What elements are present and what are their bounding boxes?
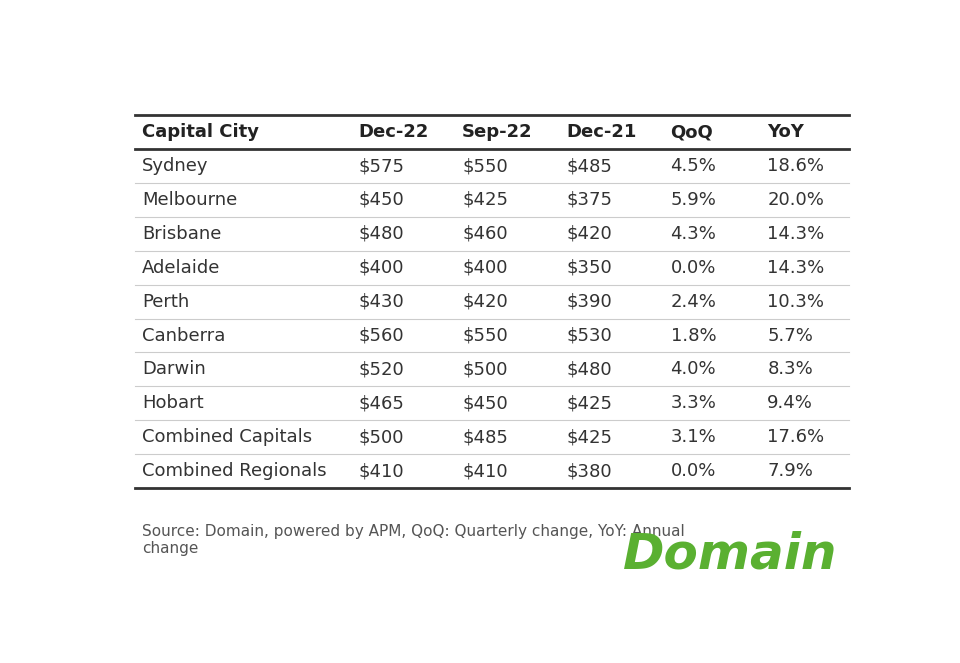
Text: $550: $550 (463, 326, 508, 345)
Text: $400: $400 (463, 259, 508, 276)
Text: 7.9%: 7.9% (767, 462, 813, 480)
Text: 4.5%: 4.5% (670, 157, 716, 175)
Text: 14.3%: 14.3% (767, 259, 825, 276)
Text: $390: $390 (566, 292, 612, 311)
Text: $420: $420 (463, 292, 508, 311)
Text: Canberra: Canberra (142, 326, 226, 345)
Text: Hobart: Hobart (142, 394, 204, 412)
Text: Capital City: Capital City (142, 123, 259, 141)
Text: QoQ: QoQ (670, 123, 713, 141)
Text: Combined Capitals: Combined Capitals (142, 428, 312, 446)
Text: $550: $550 (463, 157, 508, 175)
Text: Combined Regionals: Combined Regionals (142, 462, 327, 480)
Text: Domain: Domain (623, 530, 837, 578)
Text: $425: $425 (463, 191, 508, 209)
Text: $460: $460 (463, 225, 508, 243)
Text: $410: $410 (463, 462, 508, 480)
Text: 17.6%: 17.6% (767, 428, 825, 446)
Text: 14.3%: 14.3% (767, 225, 825, 243)
Text: 18.6%: 18.6% (767, 157, 825, 175)
Text: $380: $380 (566, 462, 612, 480)
Text: $480: $480 (358, 225, 404, 243)
Text: 4.0%: 4.0% (670, 361, 716, 379)
Text: $400: $400 (358, 259, 403, 276)
Text: 20.0%: 20.0% (767, 191, 824, 209)
Text: $450: $450 (463, 394, 508, 412)
Text: YoY: YoY (767, 123, 804, 141)
Text: Melbourne: Melbourne (142, 191, 237, 209)
Text: $450: $450 (358, 191, 404, 209)
Text: 3.1%: 3.1% (670, 428, 716, 446)
Text: 4.3%: 4.3% (670, 225, 716, 243)
Text: 5.7%: 5.7% (767, 326, 813, 345)
Text: 0.0%: 0.0% (670, 462, 716, 480)
Text: Source: Domain, powered by APM, QoQ: Quarterly change, YoY: Annual
change: Source: Domain, powered by APM, QoQ: Qua… (142, 524, 685, 556)
Text: $575: $575 (358, 157, 404, 175)
Text: $500: $500 (358, 428, 403, 446)
Text: $430: $430 (358, 292, 404, 311)
Text: Brisbane: Brisbane (142, 225, 222, 243)
Text: 10.3%: 10.3% (767, 292, 825, 311)
Text: $410: $410 (358, 462, 404, 480)
Text: Dec-22: Dec-22 (358, 123, 428, 141)
Text: Perth: Perth (142, 292, 189, 311)
Text: $375: $375 (566, 191, 612, 209)
Text: $530: $530 (566, 326, 612, 345)
Text: 9.4%: 9.4% (767, 394, 813, 412)
Text: Sep-22: Sep-22 (463, 123, 533, 141)
Text: 0.0%: 0.0% (670, 259, 716, 276)
Text: 8.3%: 8.3% (767, 361, 813, 379)
Text: 3.3%: 3.3% (670, 394, 716, 412)
Text: Sydney: Sydney (142, 157, 209, 175)
Text: 2.4%: 2.4% (670, 292, 716, 311)
Text: $425: $425 (566, 428, 612, 446)
Text: $500: $500 (463, 361, 508, 379)
Text: $485: $485 (566, 157, 612, 175)
Text: $560: $560 (358, 326, 404, 345)
Text: $480: $480 (566, 361, 612, 379)
Text: $425: $425 (566, 394, 612, 412)
Text: Adelaide: Adelaide (142, 259, 221, 276)
Text: $420: $420 (566, 225, 612, 243)
Text: $350: $350 (566, 259, 612, 276)
Text: $485: $485 (463, 428, 508, 446)
Text: $465: $465 (358, 394, 404, 412)
Text: 5.9%: 5.9% (670, 191, 716, 209)
Text: $520: $520 (358, 361, 404, 379)
Text: 1.8%: 1.8% (670, 326, 716, 345)
Text: Dec-21: Dec-21 (566, 123, 636, 141)
Text: Darwin: Darwin (142, 361, 206, 379)
